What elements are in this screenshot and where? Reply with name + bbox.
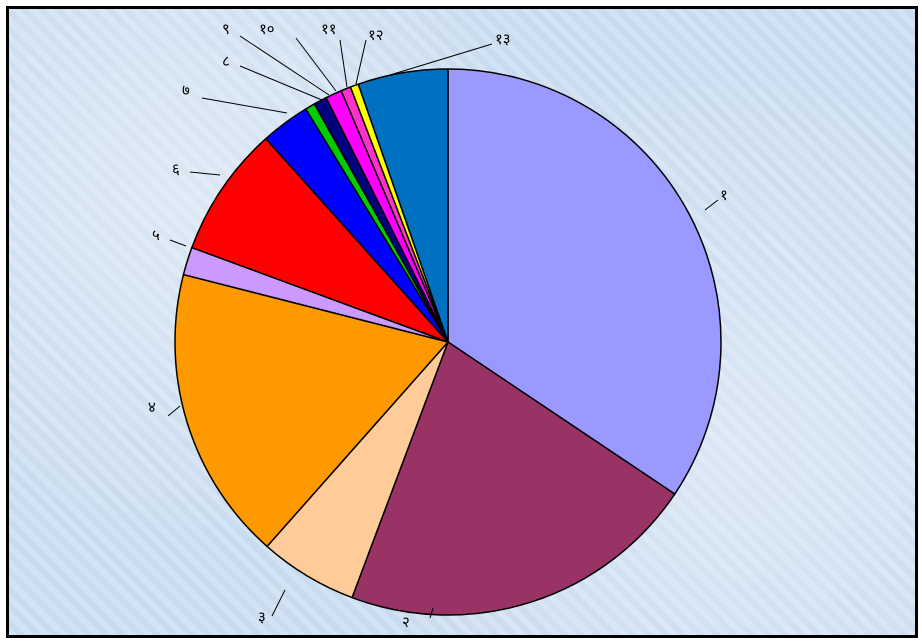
leader-line-7 [201,97,288,114]
slice-label-10: १० [259,20,275,38]
label-leader-lines [167,35,719,619]
slice-label-13: १३ [495,30,511,48]
pie-slice-2 [351,340,676,616]
leader-line-5 [169,239,187,247]
pie-slice-4 [174,273,450,548]
slice-label-8: ८ [222,52,230,70]
slice-label-11: ११ [321,20,337,38]
leader-line-11 [339,39,348,88]
slice-label-1: १ [720,186,728,204]
leader-line-9 [239,35,330,96]
slice-label-12: १२ [368,26,384,44]
pie-slice-6 [190,137,449,343]
slice-label-5: ५ [152,226,160,244]
pie-slice-13 [357,68,449,343]
leader-line-2 [429,607,434,619]
leader-line-10 [295,37,337,92]
slice-label-3: ३ [258,608,266,626]
slice-label-9: ९ [222,20,230,38]
slice-label-2: २ [402,613,410,631]
leader-line-4 [167,405,181,417]
pie-slices [174,68,722,616]
pie-slice-1 [447,68,722,496]
slice-label-4: ४ [148,398,156,416]
leader-line-1 [704,199,719,211]
slice-label-6: ६ [172,160,180,178]
leader-line-12 [355,39,367,85]
leader-line-6 [189,171,221,176]
slice-label-7: ७ [182,81,190,99]
leader-line-3 [271,589,286,617]
leader-line-13 [389,43,493,76]
leader-line-8 [239,65,323,101]
